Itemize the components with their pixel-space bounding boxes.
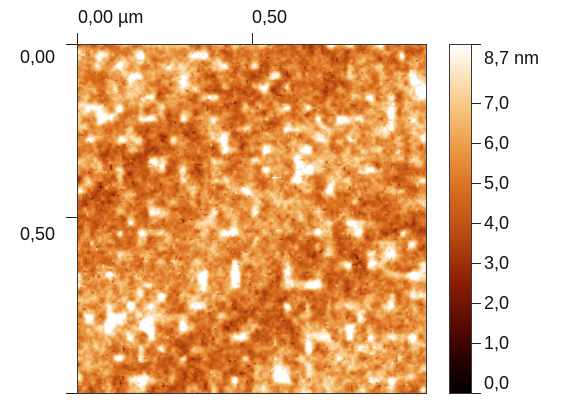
colorbar-label-7: 1,0 [484, 333, 510, 353]
colorbar-label-3: 5,0 [484, 173, 510, 193]
afm-height-map [77, 44, 427, 394]
colorbar-tick-2 [472, 143, 481, 144]
x-axis-tick-1 [252, 33, 253, 45]
colorbar-tick-0 [472, 44, 481, 45]
colorbar-tick-5 [472, 263, 481, 264]
colorbar-tick-3 [472, 183, 481, 184]
x-axis-tick-label-1: 0,50 [252, 7, 288, 27]
colorbar-label-2: 6,0 [484, 133, 510, 153]
colorbar-label-5: 3,0 [484, 253, 510, 273]
colorbar-tick-6 [472, 303, 481, 304]
colorbar-label-0: 8,7 nm [484, 48, 540, 68]
colorbar-tick-1 [472, 103, 481, 104]
colorbar-gradient [449, 44, 472, 394]
afm-height-canvas [78, 45, 426, 393]
x-axis-tick-0 [77, 33, 78, 45]
colorbar-label-8: 0,0 [484, 373, 510, 393]
y-axis-tick-0 [66, 44, 77, 45]
colorbar-label-4: 4,0 [484, 213, 510, 233]
colorbar-tick-4 [472, 223, 481, 224]
y-axis-tick-label-1: 0,50 [20, 224, 56, 244]
colorbar-label-1: 7,0 [484, 93, 510, 113]
y-axis-tick-label-0: 0,00 [20, 47, 56, 67]
colorbar-tick-8 [472, 393, 481, 394]
x-axis-tick-label-0: 0,00 µm [78, 7, 144, 27]
y-axis-tick-bottom [66, 393, 77, 394]
colorbar-tick-7 [472, 343, 481, 344]
y-axis-tick-1 [66, 217, 77, 218]
colorbar-label-6: 2,0 [484, 293, 510, 313]
